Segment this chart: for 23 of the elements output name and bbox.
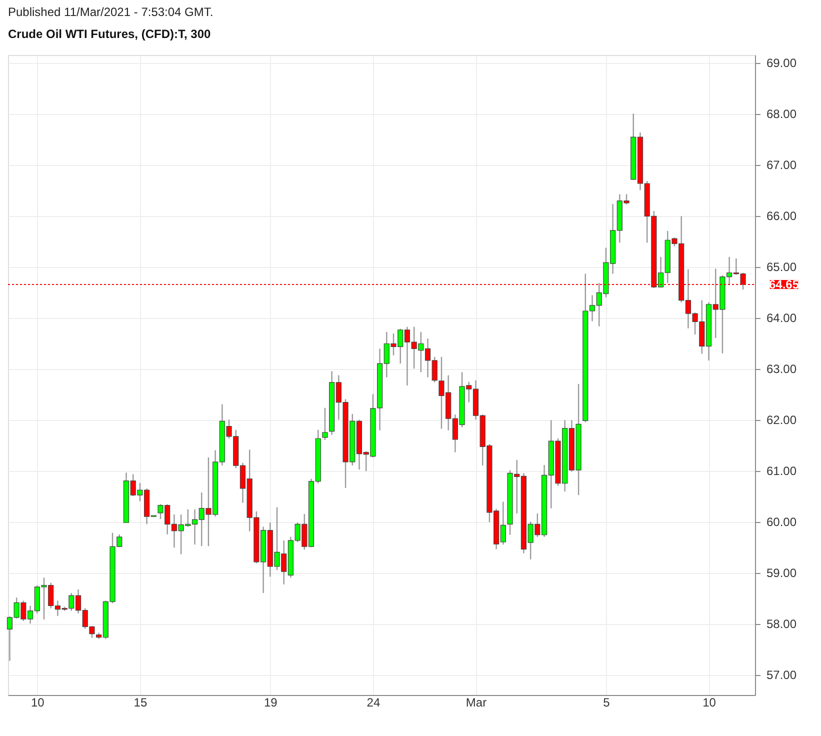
text: Published 11/Mar/2021 - 7:53:04 GMT. [8,5,214,19]
y-tick-label: 65.00 [766,260,797,274]
y-tick-label: 67.00 [766,158,797,172]
y-tick-label: 60.00 [766,515,797,530]
x-tick-label: Mar [466,696,487,710]
y-tick-label: 59.00 [766,566,797,580]
y-tick-label: 63.00 [766,362,797,376]
x-tick-label: 24 [366,696,380,710]
y-tick-label: 58.00 [766,617,797,632]
y-tick-label: 62.00 [766,413,797,428]
candlestick [322,407,328,441]
y-tick-label: 61.00 [766,464,797,478]
chart-title: Crude Oil WTI Futures, (CFD):T, 300 [8,27,211,41]
y-tick-label: 69.00 [766,56,797,70]
y-tick-label: 64.00 [766,311,797,326]
x-tick-label: 5 [603,696,610,710]
y-tick-label: 57.00 [766,668,797,682]
y-tick-label: 66.00 [766,209,797,224]
x-tick-label: 10 [702,696,716,710]
x-tick-label: 19 [264,696,278,710]
y-tick-label: 68.00 [766,107,797,122]
x-tick-label: 15 [134,696,148,710]
x-tick-label: 10 [30,696,45,710]
